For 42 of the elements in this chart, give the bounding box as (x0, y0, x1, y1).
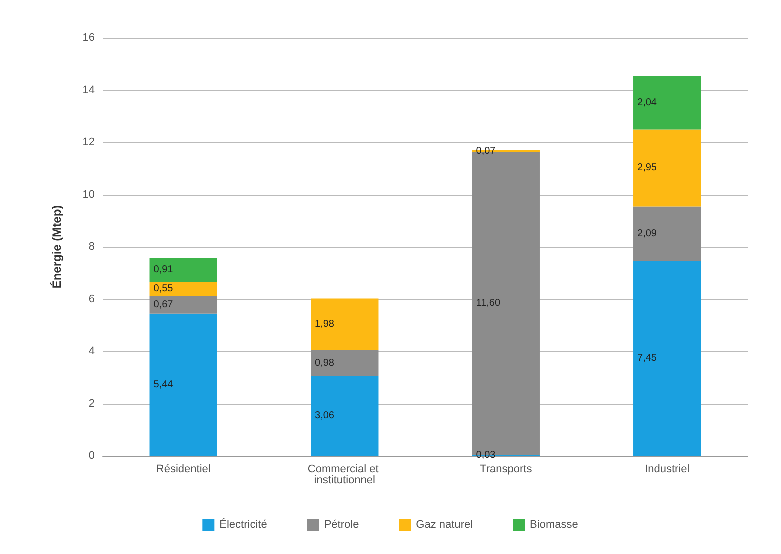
bar (150, 282, 218, 296)
data-label: 2,04 (638, 98, 658, 109)
bar (150, 258, 218, 282)
y-tick-label: 14 (82, 84, 95, 96)
bar (150, 296, 218, 314)
data-label: 0,67 (154, 300, 174, 311)
x-tick-label: Commercial et institutionnel (308, 464, 382, 486)
bar (311, 350, 379, 376)
y-tick-label: 0 (88, 450, 95, 462)
y-tick-label: 4 (88, 346, 95, 358)
data-label: 0,55 (154, 284, 174, 295)
legend-label: Pétrole (324, 519, 360, 531)
data-label: 5,44 (154, 379, 174, 390)
x-tick-label: Transports (480, 464, 533, 476)
data-label: 1,98 (315, 319, 335, 330)
x-tick-label: Industriel (645, 464, 690, 476)
data-label: 2,09 (638, 228, 658, 240)
data-label: 0,07 (476, 146, 496, 157)
legend-label: Biomasse (530, 519, 578, 531)
data-label: 2,95 (638, 162, 658, 174)
legend-label: Électricité (220, 518, 268, 531)
bar (634, 206, 702, 262)
data-label: 3,06 (315, 410, 335, 422)
y-tick-label: 8 (88, 241, 95, 253)
bar (634, 261, 702, 456)
bar (150, 314, 218, 456)
y-tick-label: 2 (88, 398, 95, 410)
data-label: 7,45 (638, 353, 658, 364)
bar (311, 298, 379, 350)
y-tick-label: 6 (88, 293, 95, 306)
data-label: 0,91 (154, 264, 174, 276)
y-tick-label: 12 (82, 136, 95, 148)
x-tick-label: Résidentiel (156, 464, 211, 476)
y-axis-title: Énergie (Mtep) (50, 205, 64, 289)
bar (634, 130, 702, 207)
legend-label: Gaz naturel (416, 519, 474, 531)
y-tick-label: 16 (82, 32, 95, 44)
bar (634, 76, 702, 130)
data-label: 11,60 (476, 298, 501, 310)
bar (311, 376, 379, 456)
data-label: 0,98 (315, 358, 335, 369)
y-tick-label: 10 (82, 188, 95, 201)
